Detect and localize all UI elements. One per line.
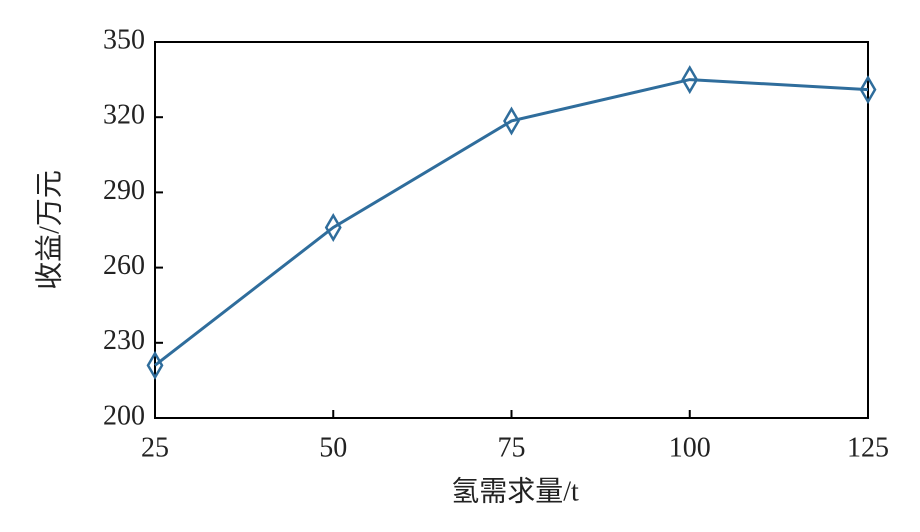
y-tick-label: 260 [103, 250, 145, 281]
y-tick-label: 290 [103, 175, 145, 206]
x-axis-label: 氢需求量/t [451, 475, 579, 507]
x-tick-label: 100 [669, 432, 711, 463]
y-axis-label: 收益/万元 [33, 170, 65, 290]
x-tick-label: 125 [847, 432, 889, 463]
marker [146, 350, 164, 380]
x-tick-label: 50 [319, 432, 347, 463]
line [154, 78, 869, 367]
x-tick-label: 75 [498, 432, 526, 463]
marker [681, 65, 699, 95]
x-tick-label: 25 [141, 432, 169, 463]
y-tick-label: 350 [103, 24, 145, 55]
y-tick-label: 320 [103, 100, 145, 131]
y-tick-label: 200 [103, 400, 145, 431]
marker [859, 75, 877, 105]
marker [324, 213, 342, 242]
plot-frame [154, 41, 869, 419]
y-tick-label: 230 [103, 325, 145, 356]
marker [503, 106, 520, 136]
